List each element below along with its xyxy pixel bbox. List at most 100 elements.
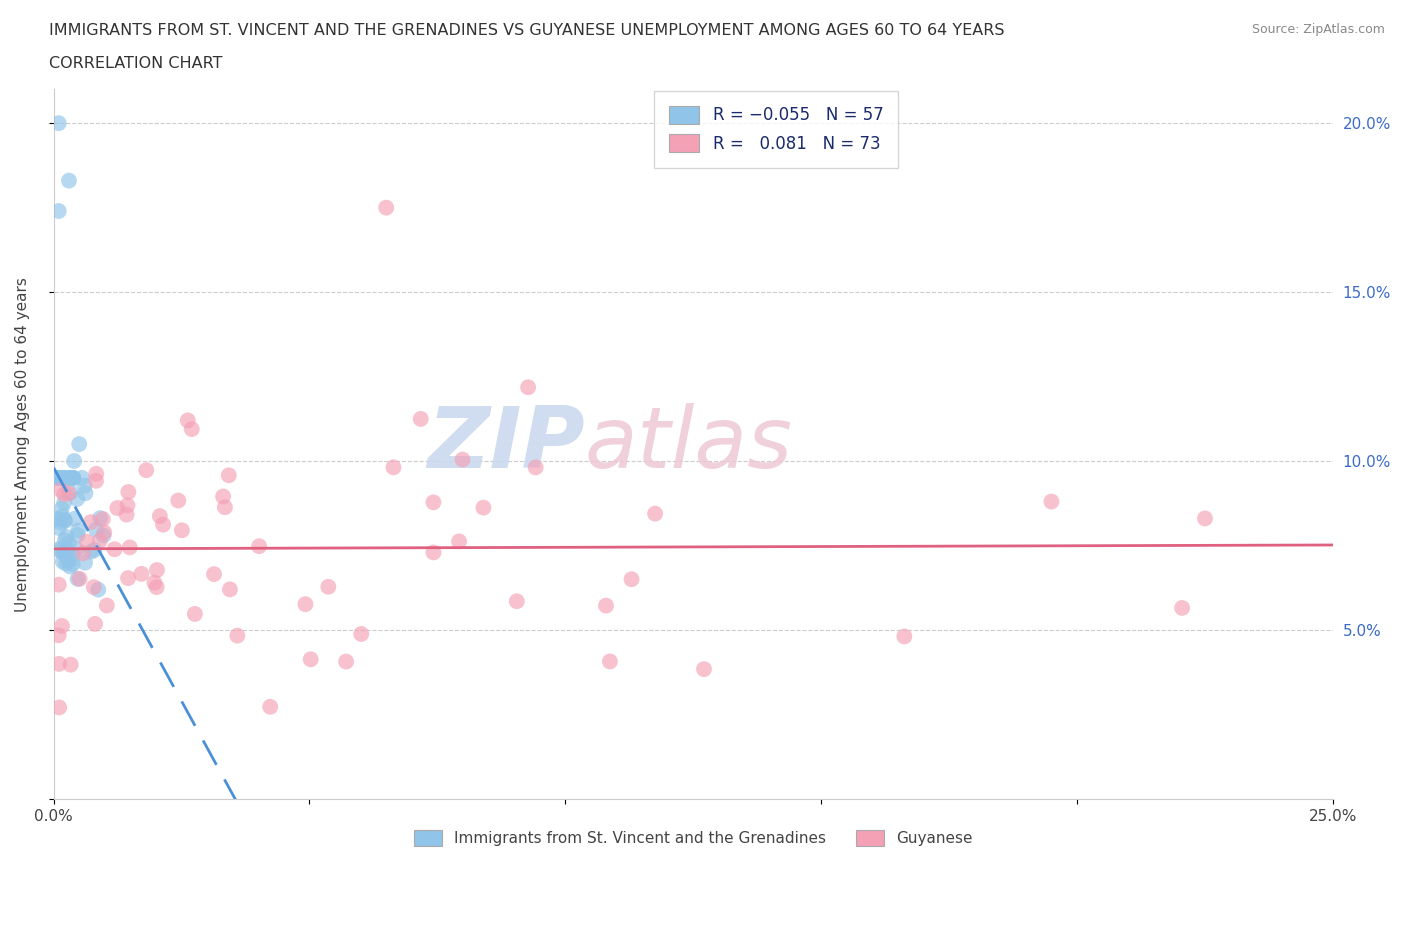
Point [67,523,90,538]
Point [72,546,94,561]
Point [409,411,432,426]
Point [59,471,82,485]
Point [149,509,172,524]
Point [180,421,202,436]
Point [93,528,115,543]
Point [644,506,666,521]
Point [117,571,139,586]
Point [58,173,80,188]
Point [55,556,77,571]
Point [52,471,75,485]
Point [89,534,111,549]
Point [595,598,617,613]
Point [104,542,127,557]
Point [53,513,76,528]
Point [350,627,373,642]
Point [49,541,72,556]
Point [49,515,72,530]
Point [52,554,75,569]
Point [620,572,643,587]
Point [517,379,540,394]
Point [599,654,621,669]
Point [55,471,77,485]
Point [48,115,70,130]
Point [48,521,70,536]
Point [76,534,98,549]
Point [67,437,90,452]
Point [63,512,86,526]
Point [143,576,166,591]
Point [105,500,128,515]
Point [49,471,72,485]
Point [66,527,89,542]
Point [218,468,240,483]
Point [46,471,69,485]
Point [259,699,281,714]
Point [451,452,474,467]
Point [46,512,69,526]
Point [45,471,67,485]
Point [117,498,139,512]
Point [58,471,80,485]
Y-axis label: Unemployment Among Ages 60 to 64 years: Unemployment Among Ages 60 to 64 years [15,276,30,612]
Point [91,512,114,526]
Point [84,617,107,631]
Text: IMMIGRANTS FROM ST. VINCENT AND THE GRENADINES VS GUYANESE UNEMPLOYMENT AMONG AG: IMMIGRANTS FROM ST. VINCENT AND THE GREN… [49,23,1005,38]
Point [87,582,110,597]
Point [1171,601,1194,616]
Point [219,582,242,597]
Point [422,495,444,510]
Point [48,700,70,715]
Text: ZIP: ZIP [427,403,585,485]
Point [53,533,76,548]
Point [524,460,547,475]
Point [84,522,107,537]
Point [49,483,72,498]
Point [53,512,76,527]
Point [202,566,225,581]
Point [506,594,529,609]
Point [56,542,79,557]
Point [52,471,75,485]
Point [59,559,82,574]
Point [247,538,270,553]
Point [62,471,84,485]
Point [49,471,72,485]
Point [693,662,716,677]
Text: CORRELATION CHART: CORRELATION CHART [49,56,222,71]
Point [62,557,84,572]
Point [318,579,340,594]
Point [62,548,84,563]
Point [66,492,89,507]
Legend: Immigrants from St. Vincent and the Grenadines, Guyanese: Immigrants from St. Vincent and the Gren… [402,818,984,858]
Point [66,571,89,586]
Point [51,618,73,633]
Point [335,654,357,669]
Point [53,495,76,510]
Point [48,628,70,643]
Point [115,507,138,522]
Point [184,606,207,621]
Point [53,486,76,501]
Point [212,489,235,504]
Point [170,523,193,538]
Point [58,553,80,568]
Point [52,509,75,524]
Point [60,471,83,485]
Point [472,500,495,515]
Point [62,471,84,485]
Point [1040,494,1063,509]
Point [145,579,167,594]
Point [70,471,93,485]
Point [48,657,70,671]
Point [93,525,115,540]
Point [48,204,70,219]
Point [294,597,316,612]
Point [89,511,111,525]
Point [167,493,190,508]
Point [84,473,107,488]
Point [73,478,96,493]
Point [53,546,76,561]
Point [146,563,169,578]
Point [80,544,103,559]
